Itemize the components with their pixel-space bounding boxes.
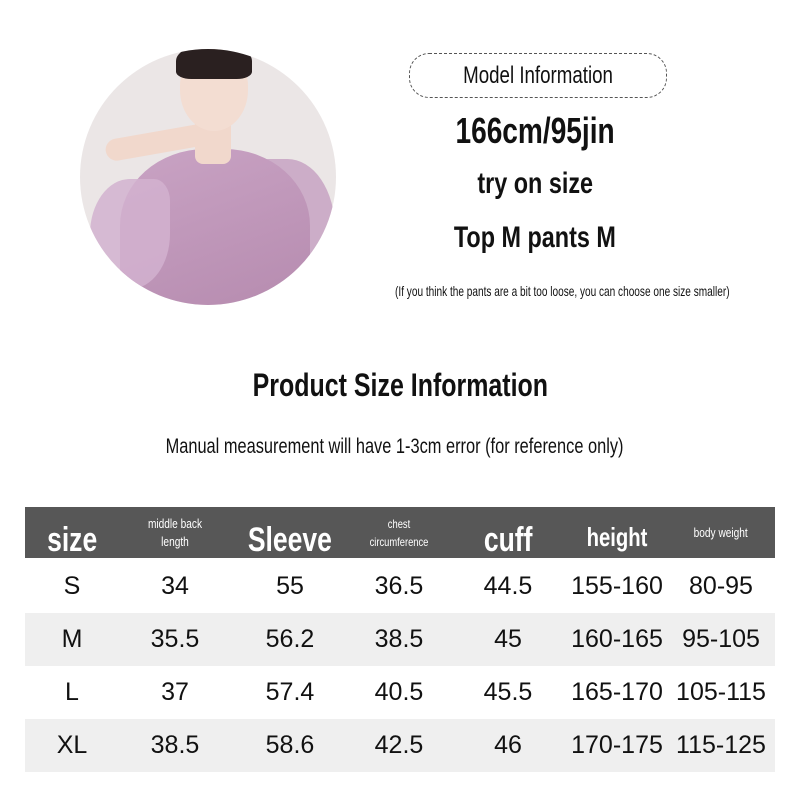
table-cell: M	[61, 625, 83, 653]
table-cell: 35.5	[150, 625, 200, 653]
table-cell: 95-105	[682, 625, 760, 653]
table-cell: 165-170	[571, 678, 663, 706]
header-height: height	[586, 521, 648, 552]
table-cell: S	[63, 572, 81, 600]
model-info-title: Model Information	[463, 61, 613, 89]
table-cell: 34	[161, 572, 189, 600]
product-size-title: Product Size Information	[252, 367, 548, 403]
table-cell: 44.5	[483, 572, 533, 600]
table-header: size middle back length Sleeve chest cir…	[25, 507, 775, 558]
model-info-label: Model Information	[409, 53, 667, 98]
model-measurements: 166cm/95jin	[455, 110, 615, 151]
table-cell: 58.6	[265, 731, 315, 759]
table-cell: 38.5	[150, 731, 200, 759]
header-chest: chest circumference	[369, 516, 429, 549]
table-cell: 57.4	[265, 678, 315, 706]
pants-note: (If you think the pants are a bit too lo…	[395, 283, 730, 299]
table-cell: L	[65, 678, 79, 706]
table-row: M 35.5 56.2 38.5 45 160-165 95-105	[25, 613, 775, 666]
table-cell: 170-175	[571, 731, 663, 759]
table-cell: 55	[276, 572, 304, 600]
table-cell: 155-160	[571, 572, 663, 600]
table-cell: XL	[56, 731, 88, 759]
table-cell: 45.5	[483, 678, 533, 706]
header-body-weight: body weight	[693, 524, 749, 540]
table-cell: 115-125	[676, 731, 766, 759]
header-sleeve: Sleeve	[247, 520, 333, 559]
model-photo	[80, 49, 336, 305]
header-size: size	[46, 520, 98, 559]
table-row: XL 38.5 58.6 42.5 46 170-175 115-125	[25, 719, 775, 772]
table-cell: 80-95	[689, 572, 753, 600]
size-table: size middle back length Sleeve chest cir…	[25, 507, 775, 772]
table-row: S 34 55 36.5 44.5 155-160 80-95	[25, 560, 775, 613]
table-cell: 46	[494, 731, 522, 759]
table-row: L 37 57.4 40.5 45.5 165-170 105-115	[25, 666, 775, 719]
table-cell: 42.5	[374, 731, 424, 759]
table-cell: 56.2	[265, 625, 315, 653]
header-cuff: cuff	[483, 520, 533, 559]
table-cell: 160-165	[571, 625, 663, 653]
try-on-sizes: Top M pants M	[453, 221, 617, 254]
table-cell: 45	[494, 625, 522, 653]
table-cell: 36.5	[374, 572, 424, 600]
table-cell: 105-115	[676, 678, 766, 706]
header-back-length: middle back length	[147, 515, 203, 549]
table-cell: 38.5	[374, 625, 424, 653]
table-cell: 40.5	[374, 678, 424, 706]
measurement-note: Manual measurement will have 1-3cm error…	[166, 435, 624, 458]
table-cell: 37	[161, 678, 189, 706]
try-on-label: try on size	[477, 167, 593, 200]
